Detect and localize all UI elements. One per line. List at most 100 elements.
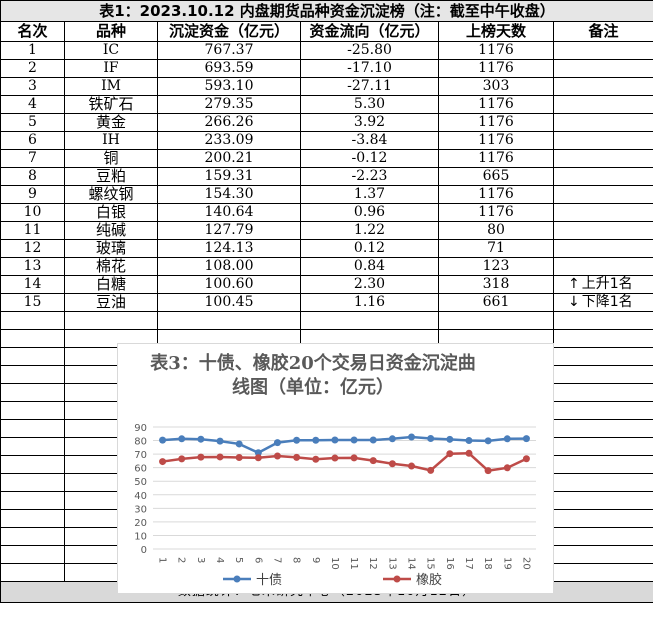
name-cell: 棉花 [64, 257, 158, 276]
days-cell: 1176 [438, 113, 554, 132]
days-cell: 665 [438, 167, 554, 186]
data-point [235, 454, 243, 461]
flow-cell: 3.92 [300, 113, 439, 132]
note-cell [553, 149, 653, 168]
y-tick-label: 30 [134, 504, 147, 515]
deposit-cell: 154.30 [157, 185, 301, 204]
rank-cell: 13 [0, 257, 65, 276]
x-tick-label: 7 [271, 557, 282, 563]
flow-cell: -17.10 [300, 59, 439, 78]
days-cell: 123 [438, 257, 554, 276]
data-point [369, 457, 377, 465]
y-tick-label: 50 [134, 477, 147, 488]
days-cell: 71 [438, 239, 554, 258]
rank-cell: 3 [0, 77, 65, 96]
x-tick-label: 14 [406, 557, 417, 570]
rank-cell [0, 347, 65, 366]
note-cell [553, 77, 653, 96]
y-tick-label: 20 [134, 518, 147, 529]
x-tick-label: 9 [310, 557, 321, 563]
x-tick-label: 12 [367, 557, 378, 570]
note-cell [553, 203, 653, 222]
deposit-cell: 767.37 [157, 41, 301, 60]
flow-cell: -3.84 [300, 131, 439, 150]
flow-cell: 0.96 [300, 203, 439, 222]
rank-cell: 11 [0, 221, 65, 240]
data-point [522, 455, 530, 463]
header-note: 备注 [553, 21, 653, 42]
data-point [331, 454, 339, 462]
data-point [465, 437, 473, 445]
x-tick-label: 17 [463, 557, 474, 570]
arrow-up-icon: ↑ [568, 276, 580, 293]
y-tick-label: 60 [134, 464, 147, 475]
x-tick-label: 2 [176, 557, 187, 563]
table-row: 8 豆粕 159.31 -2.23 665 [0, 167, 653, 186]
data-point [159, 458, 167, 466]
data-point [273, 452, 281, 460]
x-tick-label: 18 [482, 557, 493, 570]
name-cell: IM [64, 77, 158, 96]
table-row: 11 纯碱 127.79 1.22 80 [0, 221, 653, 240]
name-cell: 黄金 [64, 113, 158, 132]
data-point [427, 466, 435, 474]
x-tick-label: 16 [444, 557, 455, 570]
data-point [178, 455, 186, 463]
note-cell [553, 113, 653, 132]
name-cell: 铁矿石 [64, 95, 158, 114]
deposit-cell: 693.59 [157, 59, 301, 78]
table-row: 2 IF 693.59 -17.10 1176 [0, 59, 653, 78]
data-point [254, 454, 262, 462]
rank-cell [0, 329, 65, 348]
name-cell: IF [64, 59, 158, 78]
header-deposit: 沉淀资金（亿元） [157, 21, 301, 42]
data-point [178, 435, 186, 443]
note-cell [553, 563, 653, 582]
header-name: 品种 [64, 21, 158, 42]
note-cell [553, 455, 653, 474]
deposit-cell: 124.13 [157, 239, 301, 258]
days-cell: 1176 [438, 149, 554, 168]
deposit-cell: 100.45 [157, 293, 301, 312]
note-cell [553, 437, 653, 456]
legend-label: 橡胶 [416, 572, 442, 588]
table-row: 15 豆油 100.45 1.16 661 ↓ 下降1名 [0, 293, 653, 312]
data-point [522, 435, 530, 443]
data-point [408, 433, 416, 441]
rank-cell: 15 [0, 293, 65, 312]
flow-cell [300, 311, 439, 330]
data-point [350, 436, 358, 444]
days-cell: 661 [438, 293, 554, 312]
chart-title: 表3：十债、橡胶20个交易日资金沉淀曲 线图（单位：亿元） [148, 352, 478, 400]
name-cell: 玻璃 [64, 239, 158, 258]
rank-cell [0, 473, 65, 492]
note-cell [553, 383, 653, 402]
data-point [331, 436, 339, 444]
note-cell [553, 95, 653, 114]
rank-cell: 7 [0, 149, 65, 168]
flow-cell: -25.80 [300, 41, 439, 60]
data-point [159, 436, 167, 444]
deposit-cell: 266.26 [157, 113, 301, 132]
days-cell: 1176 [438, 131, 554, 150]
flow-cell: 1.37 [300, 185, 439, 204]
note-cell [553, 257, 653, 276]
x-tick-label: 4 [214, 557, 225, 563]
note-cell [553, 491, 653, 510]
days-cell: 1176 [438, 95, 554, 114]
days-cell: 1176 [438, 185, 554, 204]
rank-cell [0, 437, 65, 456]
days-cell: 1176 [438, 203, 554, 222]
x-tick-label: 15 [425, 557, 436, 570]
note-cell [553, 509, 653, 528]
x-tick-label: 19 [501, 557, 512, 570]
days-cell [438, 311, 554, 330]
rank-cell [0, 509, 65, 528]
rank-cell: 14 [0, 275, 65, 294]
y-tick-label: 0 [141, 545, 147, 556]
data-point [350, 454, 358, 462]
table-row: 7 铜 200.21 -0.12 1176 [0, 149, 653, 168]
table-row: 3 IM 593.10 -27.11 303 [0, 77, 653, 96]
legend-note-text: 下降1名 [581, 294, 633, 311]
